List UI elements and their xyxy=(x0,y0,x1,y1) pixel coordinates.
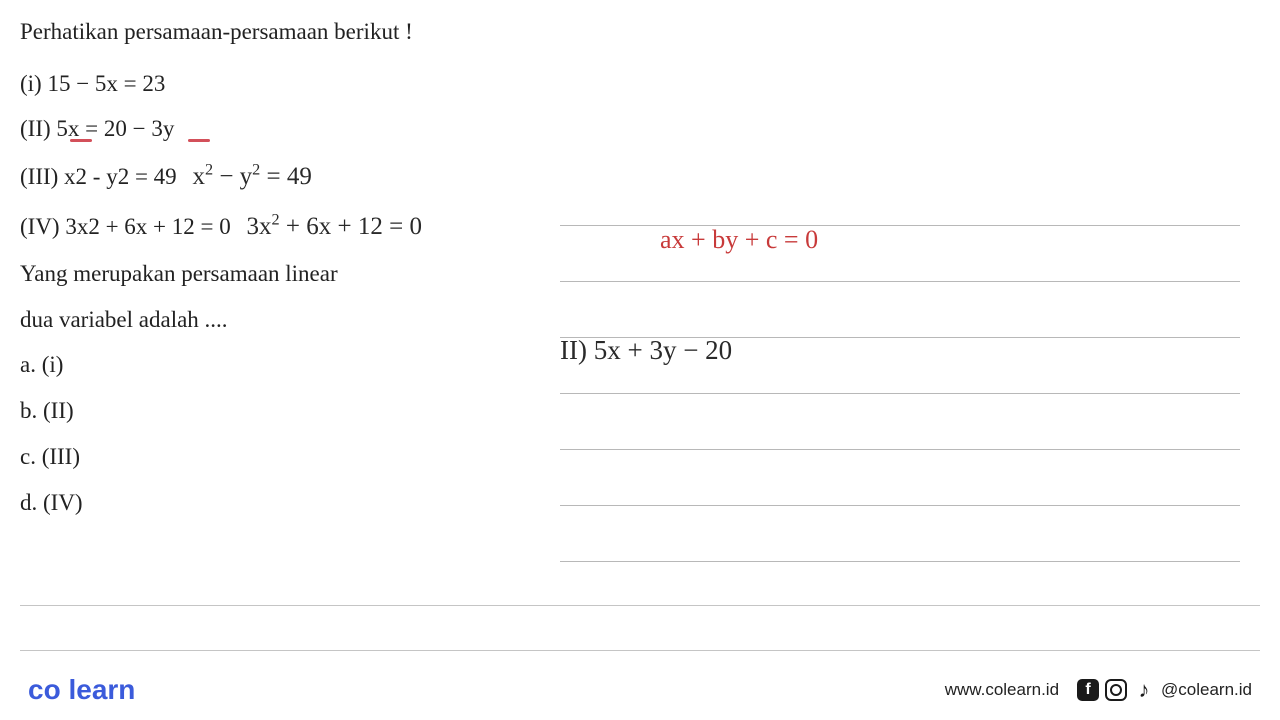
option-d: d. (IV) xyxy=(20,481,540,525)
social-icons: f ♪ @colearn.id xyxy=(1077,679,1252,701)
item-iv-handwriting: 3x2 + 6x + 12 = 0 xyxy=(247,213,422,240)
logo: co learn xyxy=(28,674,135,706)
question-title: Perhatikan persamaan-persamaan berikut ! xyxy=(20,10,540,54)
divider-line xyxy=(20,605,1260,606)
item-iv-typed: (IV) 3x2 + 6x + 12 = 0 xyxy=(20,214,231,239)
item-iii-typed: (III) x2 - y2 = 49 xyxy=(20,164,177,189)
formula-note: ax + by + c = 0 xyxy=(660,225,818,255)
divider-line xyxy=(20,650,1260,651)
footer-right: www.colearn.id f ♪ @colearn.id xyxy=(945,679,1252,701)
notes-panel: ax + by + c = 0 II) 5x + 3y − 20 xyxy=(560,0,1280,640)
item-iv: (IV) 3x2 + 6x + 12 = 0 3x2 + 6x + 12 = 0 xyxy=(20,203,540,251)
question-panel: Perhatikan persamaan-persamaan berikut !… xyxy=(0,0,560,640)
item-iii: (III) x2 - y2 = 49 x2 − y2 = 49 xyxy=(20,153,540,201)
red-underline-2 xyxy=(188,139,210,142)
logo-learn: learn xyxy=(68,674,135,705)
tiktok-icon: ♪ xyxy=(1133,679,1155,701)
item-i: (i) 15 − 5x = 23 xyxy=(20,62,540,106)
ruled-line xyxy=(560,282,1240,338)
item-ii-text: (II) 5x = 20 − 3y xyxy=(20,116,174,141)
work-note: II) 5x + 3y − 20 xyxy=(560,335,732,366)
option-c: c. (III) xyxy=(20,435,540,479)
ruled-line xyxy=(560,450,1240,506)
question-line1: Yang merupakan persamaan linear xyxy=(20,252,540,296)
red-underline-1 xyxy=(70,139,92,142)
question-line2: dua variabel adalah .... xyxy=(20,298,540,342)
facebook-icon: f xyxy=(1077,679,1099,701)
item-iii-handwriting: x2 − y2 = 49 xyxy=(192,163,311,190)
social-handle: @colearn.id xyxy=(1161,680,1252,700)
item-ii: (II) 5x = 20 − 3y xyxy=(20,107,540,151)
option-b: b. (II) xyxy=(20,389,540,433)
instagram-icon xyxy=(1105,679,1127,701)
ruled-line xyxy=(560,506,1240,562)
ruled-line xyxy=(560,170,1240,226)
logo-co: co xyxy=(28,674,61,705)
main-content: Perhatikan persamaan-persamaan berikut !… xyxy=(0,0,1280,640)
ruled-line xyxy=(560,394,1240,450)
option-a: a. (i) xyxy=(20,343,540,387)
footer: co learn www.colearn.id f ♪ @colearn.id xyxy=(0,674,1280,706)
footer-url: www.colearn.id xyxy=(945,680,1059,700)
